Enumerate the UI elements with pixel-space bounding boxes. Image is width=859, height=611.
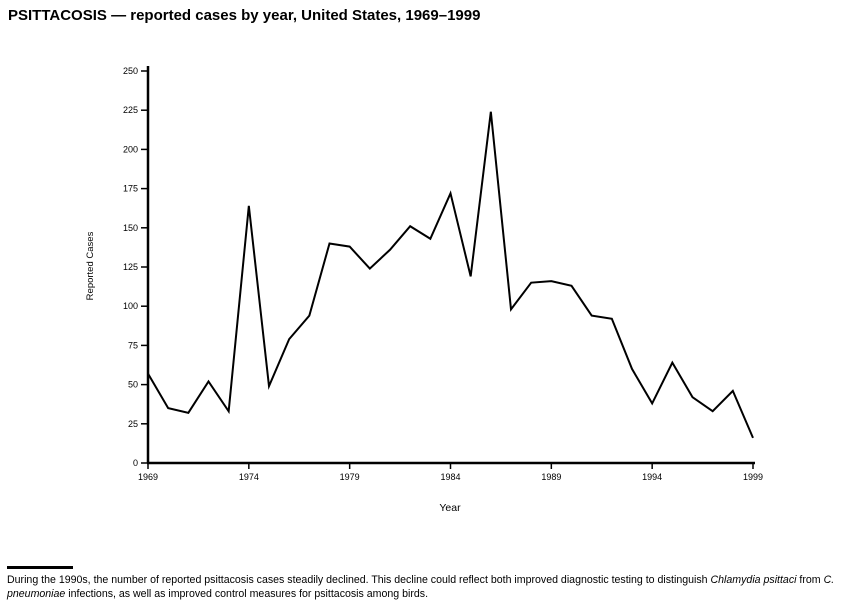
footnote-italic-species: Chlamydia psittaci [710,574,797,586]
y-tick-label: 175 [123,184,138,194]
y-tick-label: 75 [128,340,138,350]
y-tick-label: 25 [128,419,138,429]
y-tick-label: 200 [123,144,138,154]
y-tick-label: 50 [128,380,138,390]
y-tick-label: 250 [123,66,138,76]
x-tick-label: 1984 [440,472,460,482]
x-tick-label: 1969 [138,472,158,482]
line-chart: Reported Cases Year 0 25 50 75 100 125 150 175 2… [85,66,763,514]
x-tick-label: 1994 [642,472,662,482]
y-tick-label: 0 [133,458,138,468]
x-tick-label: 1979 [340,472,360,482]
footnote-segment: During the 1990s, the number of reported… [7,574,711,586]
x-tick-label: 1999 [743,472,763,482]
data-line [147,111,754,439]
y-tick-label: 150 [123,223,138,233]
x-tick-label: 1974 [239,472,259,482]
y-tick-label: 125 [123,262,138,272]
y-axis-label: Reported Cases [85,231,96,300]
y-tick-label: 100 [123,301,138,311]
footnote-italic-species: C. pneumoniae [7,574,835,601]
footnote-segment: from [796,574,824,586]
footnote-text: During the 1990s, the number of reported… [7,573,854,602]
y-tick-label: 225 [123,105,138,115]
footnote-segment: infections, as well as improved control … [65,588,429,601]
chart-title: PSITTACOSIS — reported cases by year, Un… [8,7,481,24]
footnote-rule [7,566,73,569]
x-tick-label: 1989 [541,472,561,482]
x-axis-label: Year [439,502,461,514]
